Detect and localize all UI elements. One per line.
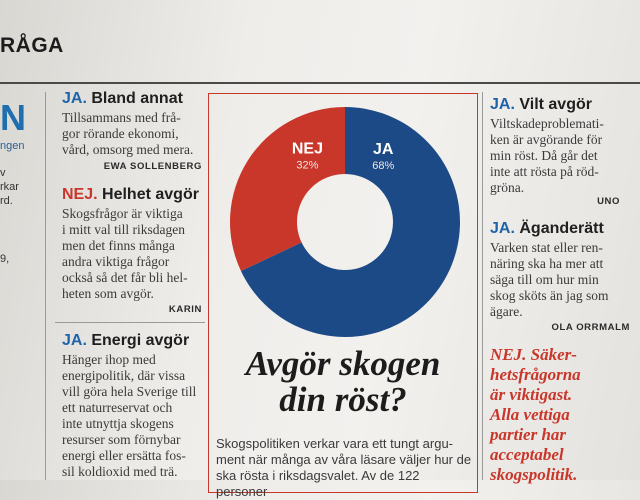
comment-line: min röst. Då går det xyxy=(490,148,598,163)
reader-comment-3: JA. Energi avgör Hänger ihop med energip… xyxy=(62,332,204,480)
comment-line: energipolitik, där vissa xyxy=(62,368,186,383)
title-line: din röst? xyxy=(279,380,407,419)
comment-line: heten som avgör. xyxy=(62,286,154,301)
quote-line: hetsfrågorna xyxy=(490,365,581,384)
comment-line: vård, omsorg med mera. xyxy=(62,142,194,157)
comment-line: energi eller ersätta fos- xyxy=(62,448,186,463)
comment-line: Tillsammans med frå- xyxy=(62,110,181,125)
signature: UNO xyxy=(597,196,620,207)
quote-line: Alla vettiga xyxy=(490,405,570,424)
poll-title: Avgör skogen din röst? xyxy=(212,346,474,418)
edge-line: 9, xyxy=(0,253,10,265)
comment-heading: JA. Energi avgör xyxy=(62,332,204,350)
comment-line: Hänger ihop med xyxy=(62,352,156,367)
quote-line: acceptabel xyxy=(490,445,564,464)
comment-line: andra viktiga frågor xyxy=(62,254,170,269)
comment-line: inte utnyttja skogens xyxy=(62,416,174,431)
comment-title: Energi avgör xyxy=(91,332,190,349)
signature: KARIN xyxy=(168,304,202,315)
comment-line: Skogsfrågor är viktiga xyxy=(62,206,183,221)
comment-line: i mitt val till riksdagen xyxy=(62,222,185,237)
column-divider xyxy=(45,92,46,480)
comment-line: vill göra hela Sverige till xyxy=(62,384,197,399)
lede-line: ska rösta i riksdagsvalet. Av de 122 per… xyxy=(216,468,420,499)
donut-slice-nej xyxy=(230,107,345,271)
comment-line: gor rörande ekonomi, xyxy=(62,126,179,141)
title-line: Avgör skogen xyxy=(245,344,441,383)
comment-line: inte att rösta på röd- xyxy=(490,164,599,179)
comment-heading: JA. Bland annat xyxy=(62,90,202,108)
slice-pct-nej: 32% xyxy=(296,160,318,172)
edge-line: rkar xyxy=(0,181,19,193)
lede: Skogspolitiken verkar vara ett tungt arg… xyxy=(216,436,474,500)
quote-line: är viktigast. xyxy=(490,385,573,404)
donut-chart: NEJ 32% JA 68% xyxy=(230,107,460,337)
comment-line: ägare. xyxy=(490,304,523,319)
comment-title: Vilt avgör xyxy=(519,96,592,113)
verdict-ja: JA. xyxy=(490,96,515,113)
comment-heading: JA. Äganderätt xyxy=(490,220,638,238)
comment-heading: NEJ. Helhet avgör xyxy=(62,186,202,204)
divider xyxy=(55,322,205,323)
signature: EWA SOLLENBERG xyxy=(103,161,202,172)
comment-line: skog sköts än jag som xyxy=(490,288,609,303)
lede-line: ment när många av våra läsare väljer hur… xyxy=(216,452,472,467)
comment-title: Äganderätt xyxy=(519,220,604,237)
edge-line: v xyxy=(0,167,6,179)
reader-comment-1: JA. Bland annat Tillsammans med frå- gor… xyxy=(62,90,202,172)
comment-title: Bland annat xyxy=(91,90,183,107)
column-divider xyxy=(482,92,483,480)
comment-line: ken är avgörande för xyxy=(490,132,603,147)
verdict-nej: NEJ. xyxy=(62,186,98,203)
comment-line: ett naturreservat och xyxy=(62,400,173,415)
quote-line: partier har xyxy=(490,425,567,444)
verdict-ja: JA. xyxy=(490,220,515,237)
quote-line: NEJ. Säker- xyxy=(490,345,577,364)
comment-line: men det finns många xyxy=(62,238,175,253)
reader-comment-4: JA. Vilt avgör Viltskadeproblemati- ken … xyxy=(490,96,638,207)
donut-slice-ja xyxy=(240,107,460,337)
edge-logo-letter: N xyxy=(0,97,26,138)
comment-line: säga till om hur min xyxy=(490,272,599,287)
lede-line: Skogspolitiken verkar vara ett tungt arg… xyxy=(216,436,454,451)
edge-logo-sub: ngen xyxy=(0,140,25,152)
quote-line: skogspolitik. xyxy=(490,465,578,484)
reader-comment-5: JA. Äganderätt Varken stat eller ren- nä… xyxy=(490,220,638,333)
slice-label-ja: JA xyxy=(373,141,394,158)
comment-line: näring ska ha mer att xyxy=(490,256,604,271)
comment-line: sil koldioxid med trä. xyxy=(62,464,178,479)
header-rule xyxy=(0,82,640,84)
signature: OLA ORRMALM xyxy=(551,322,630,333)
verdict-ja: JA. xyxy=(62,332,87,349)
section-header: RÅGA xyxy=(0,34,64,57)
slice-label-nej: NEJ xyxy=(292,141,323,158)
verdict-ja: JA. xyxy=(62,90,87,107)
comment-line: också så det får bli hel- xyxy=(62,270,188,285)
slice-pct-ja: 68% xyxy=(372,160,394,172)
comment-line: Viltskadeproblemati- xyxy=(490,116,604,131)
red-quote: NEJ. Säker- hetsfrågorna är viktigast. A… xyxy=(490,345,640,485)
comment-heading: JA. Vilt avgör xyxy=(490,96,638,114)
comment-line: gröna. xyxy=(490,180,525,195)
edge-line: rd. xyxy=(0,195,13,207)
donut-group xyxy=(230,107,460,337)
reader-comment-2: NEJ. Helhet avgör Skogsfrågor är viktiga… xyxy=(62,186,202,315)
comment-line: Varken stat eller ren- xyxy=(490,240,603,255)
comment-title: Helhet avgör xyxy=(102,186,199,203)
comment-line: resurser som förnybar xyxy=(62,432,181,447)
